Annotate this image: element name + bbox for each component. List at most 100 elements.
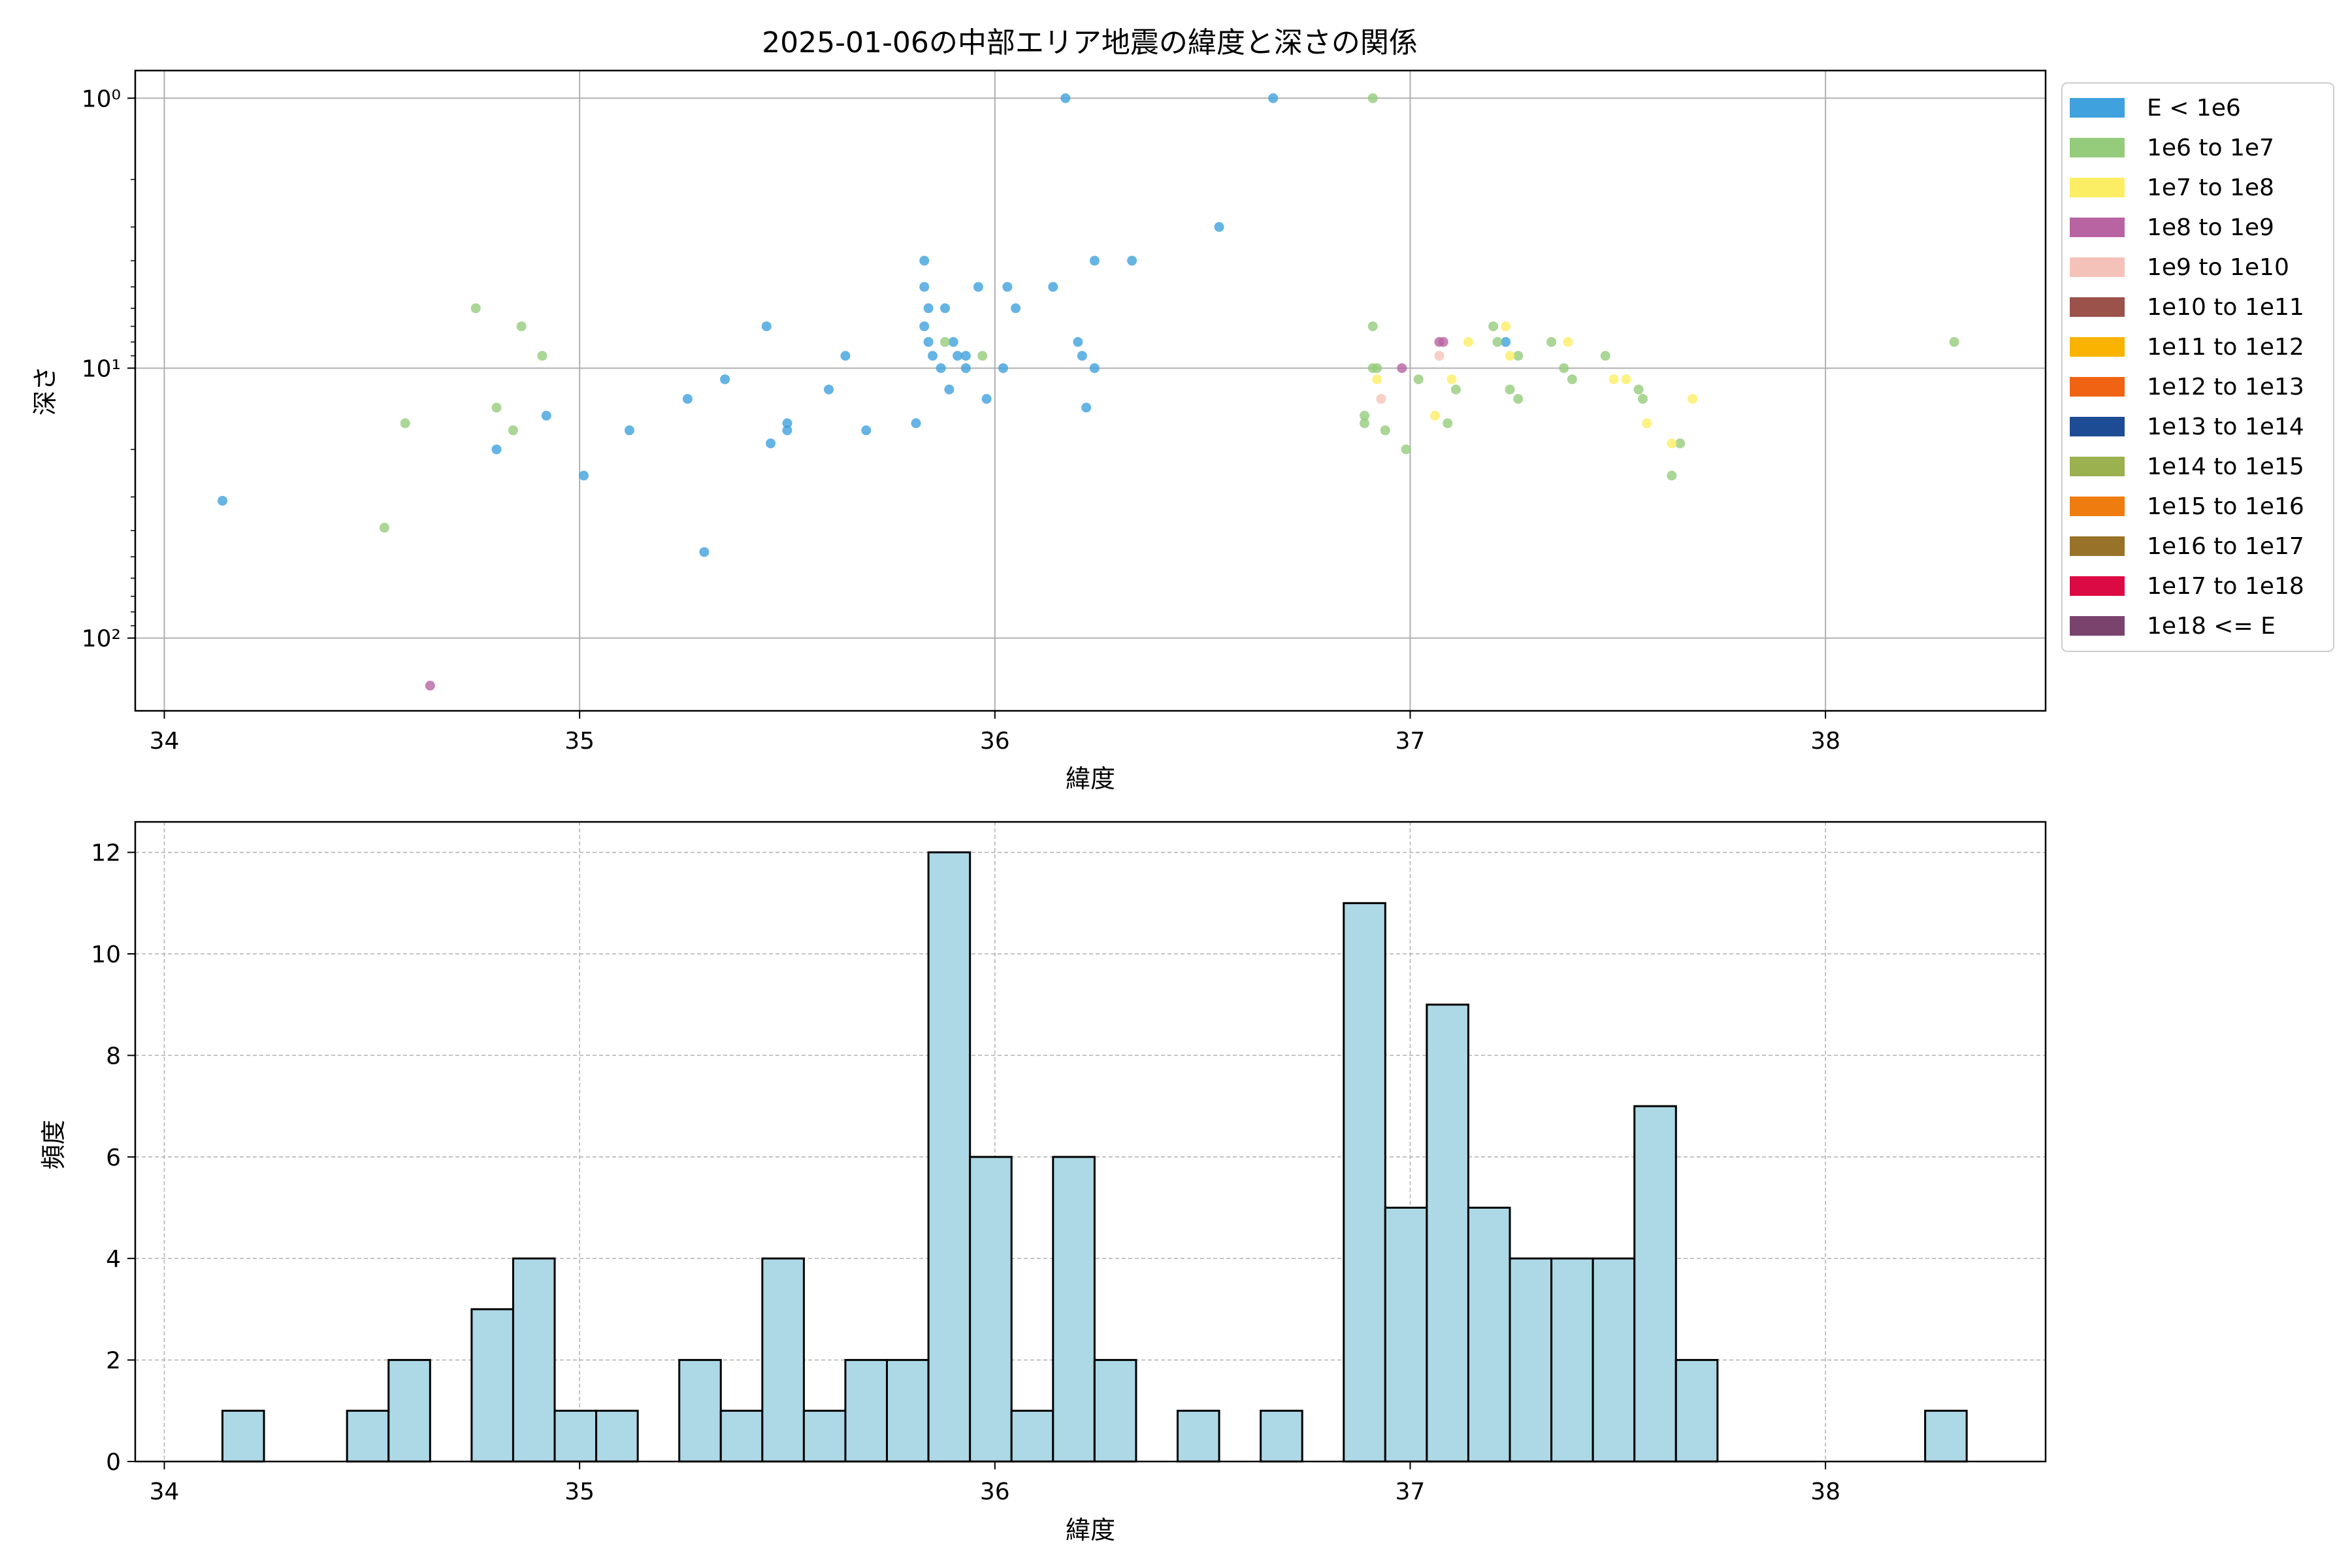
histogram-y-tick-label: 6	[106, 1145, 121, 1171]
legend-label: 1e6 to 1e7	[2147, 135, 2274, 161]
scatter-point	[1513, 394, 1524, 404]
legend-box	[2061, 82, 2334, 652]
scatter-point	[923, 303, 934, 314]
scatter-point	[936, 363, 946, 373]
scatter-point	[840, 351, 851, 361]
scatter-point	[1048, 282, 1058, 292]
scatter-point	[1214, 221, 1224, 232]
legend-label: 1e15 to 1e16	[2147, 493, 2304, 520]
scatter-point	[217, 495, 227, 506]
histogram-bar	[886, 1359, 930, 1463]
histogram-bar	[1924, 1409, 1968, 1463]
scatter-point	[1430, 410, 1441, 421]
histogram-bar	[1093, 1359, 1137, 1463]
legend-label: E < 1e6	[2147, 95, 2241, 122]
histogram-x-tick-label: 35	[564, 1478, 595, 1505]
legend-label: 1e9 to 1e10	[2147, 254, 2289, 281]
scatter-point	[682, 394, 693, 404]
scatter-point	[782, 425, 792, 436]
scatter-x-tick-label: 36	[980, 728, 1010, 755]
scatter-point	[1675, 438, 1686, 449]
legend-swatch	[2070, 337, 2125, 357]
scatter-point	[981, 394, 992, 404]
scatter-point	[1073, 336, 1083, 347]
histogram-y-ticks: 0 2 4 6 8 10 12	[91, 840, 135, 1476]
scatter-point	[1380, 425, 1390, 436]
scatter-point	[1513, 351, 1524, 361]
scatter-point	[977, 351, 988, 361]
scatter-point	[1501, 321, 1511, 331]
histogram-bar	[512, 1257, 556, 1463]
legend-swatch	[2070, 138, 2125, 157]
histogram-bar	[844, 1359, 889, 1463]
histogram-bar	[1426, 1004, 1469, 1463]
scatter-points	[217, 93, 1959, 691]
scatter-point	[919, 255, 930, 266]
histogram-y-tick-label: 8	[106, 1043, 121, 1070]
histogram-bar	[1343, 902, 1386, 1463]
scatter-point	[1372, 374, 1382, 385]
scatter-point	[960, 363, 971, 373]
histogram-x-tick-label: 34	[150, 1478, 180, 1505]
scatter-point	[861, 425, 872, 436]
scatter-x-ticks: 34 35 36 37 38	[150, 711, 1840, 755]
scatter-point	[824, 384, 834, 395]
histogram-x-axis-label: 緯度	[1066, 1516, 1115, 1544]
scatter-point	[1443, 418, 1453, 429]
scatter-point	[1011, 303, 1021, 314]
scatter-x-tick-label: 34	[150, 728, 180, 755]
histogram-y-tick-label: 2	[106, 1348, 121, 1375]
histogram-bar	[1260, 1409, 1303, 1463]
scatter-point	[537, 351, 547, 361]
scatter-point	[1446, 374, 1457, 385]
legend-label: 1e8 to 1e9	[2147, 214, 2274, 241]
scatter-point	[1949, 336, 1959, 347]
scatter-point	[1563, 336, 1573, 347]
scatter-point	[1077, 351, 1087, 361]
scatter-point	[1546, 336, 1557, 347]
legend-swatch	[2070, 377, 2125, 397]
scatter-point	[1002, 282, 1013, 292]
histogram-bar	[1467, 1207, 1511, 1463]
histogram-bar	[346, 1409, 390, 1463]
histogram-bar	[1509, 1257, 1553, 1463]
legend-swatch	[2070, 218, 2125, 237]
scatter-point	[1450, 384, 1461, 395]
scatter-point	[1667, 470, 1677, 481]
scatter-point	[1642, 418, 1652, 429]
scatter-point	[1492, 336, 1503, 347]
scatter-point	[944, 384, 955, 395]
scatter-point	[1463, 336, 1473, 347]
scatter-point	[1376, 394, 1386, 404]
scatter-point	[761, 321, 772, 331]
histogram-bar	[221, 1409, 265, 1463]
scatter-point	[425, 680, 435, 691]
legend-swatch	[2070, 576, 2125, 596]
scatter-point	[491, 444, 502, 455]
scatter-point	[1688, 394, 1698, 404]
legend-swatch	[2070, 616, 2125, 636]
scatter-point	[1488, 321, 1499, 331]
histogram-plot-frame	[134, 821, 2047, 1463]
scatter-point	[1367, 321, 1378, 331]
scatter-point	[491, 402, 502, 413]
histogram-y-axis-label: 頻度	[39, 1120, 68, 1169]
scatter-point	[782, 418, 792, 429]
scatter-point	[953, 351, 963, 361]
histogram-y-tick-label: 4	[106, 1246, 121, 1273]
histogram-x-tick-label: 37	[1396, 1478, 1426, 1505]
legend-swatch	[2070, 497, 2125, 516]
histogram-y-tick-label: 12	[91, 840, 121, 867]
scatter-y-tick-label: 10⁰	[82, 86, 121, 112]
scatter-point	[973, 282, 983, 292]
scatter-y-tick-label: 10²	[82, 626, 121, 653]
legend-swatch	[2070, 98, 2125, 118]
scatter-point	[1089, 363, 1100, 373]
scatter-y-ticks: 10⁰ 10¹ 10²	[82, 86, 135, 653]
scatter-point	[1438, 336, 1448, 347]
histogram-bar	[802, 1409, 847, 1463]
histogram-bar	[719, 1409, 764, 1463]
legend-label: 1e10 to 1e11	[2147, 294, 2304, 321]
histogram-bar	[553, 1409, 598, 1463]
histogram-bar	[1176, 1409, 1220, 1463]
